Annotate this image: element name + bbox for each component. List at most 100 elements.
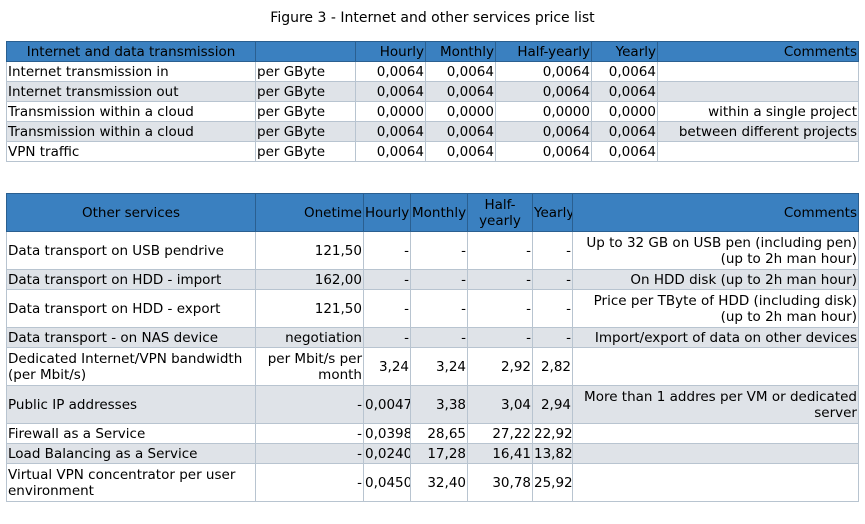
price-cell: 162,00 — [255, 269, 364, 290]
table-row: Data transport on USB pendrive 121,50 - … — [6, 231, 859, 270]
price-cell: 0,0064 — [425, 121, 496, 142]
price-cell: 0,0064 — [355, 141, 426, 162]
price-cell: - — [410, 269, 468, 290]
price-cell: 2,82 — [532, 347, 573, 386]
price-cell: 17,28 — [410, 443, 468, 464]
price-cell: 2,94 — [532, 385, 573, 424]
price-cell: 0,0000 — [495, 101, 592, 122]
table-row: Data transport on HDD - import 162,00 - … — [6, 269, 859, 290]
service-name-cell: Internet transmission out — [6, 81, 256, 102]
unit-cell: per GByte — [255, 121, 356, 142]
table-row: Transmission within a cloud per GByte 0,… — [6, 101, 859, 122]
price-cell: - — [410, 289, 468, 328]
service-name-cell: Data transport on HDD - export — [6, 289, 256, 328]
column-header: Onetime — [255, 193, 364, 232]
price-cell: 0,0064 — [495, 121, 592, 142]
price-cell: 0,0064 — [591, 81, 658, 102]
price-cell: 0,0064 — [591, 121, 658, 142]
table-row: Virtual VPN concentrator per user enviro… — [6, 463, 859, 502]
price-cell: 0,0398 — [363, 423, 411, 444]
table-row: Data transport - on NAS device negotiati… — [6, 327, 859, 348]
price-cell: - — [467, 231, 533, 270]
price-cell: 0,0064 — [425, 81, 496, 102]
unit-cell: per GByte — [255, 141, 356, 162]
column-header: Hourly — [363, 193, 411, 232]
comment-cell — [572, 347, 859, 386]
comment-cell — [657, 61, 859, 82]
comment-cell — [657, 141, 859, 162]
table-header-row: Internet and data transmission Hourly Mo… — [6, 41, 859, 62]
price-cell: 3,24 — [363, 347, 411, 386]
price-cell: 3,04 — [467, 385, 533, 424]
comment-cell — [657, 81, 859, 102]
price-cell: - — [532, 289, 573, 328]
comment-cell — [572, 423, 859, 444]
price-cell: - — [467, 289, 533, 328]
price-cell: 0,0000 — [591, 101, 658, 122]
service-name-cell: Load Balancing as a Service — [6, 443, 256, 464]
table-row: Transmission within a cloud per GByte 0,… — [6, 121, 859, 142]
price-cell: per Mbit/s per month — [255, 347, 364, 386]
price-cell: 121,50 — [255, 289, 364, 328]
price-cell: 0,0064 — [495, 81, 592, 102]
column-header: Internet and data transmission — [6, 41, 256, 62]
column-header: Yearly — [532, 193, 573, 232]
price-cell: - — [363, 289, 411, 328]
column-header: Comments — [572, 193, 859, 232]
price-cell: 3,24 — [410, 347, 468, 386]
column-header: Half-yearly — [495, 41, 592, 62]
price-cell: 30,78 — [467, 463, 533, 502]
service-name-cell: VPN traffic — [6, 141, 256, 162]
price-cell: 3,38 — [410, 385, 468, 424]
comment-cell: On HDD disk (up to 2h man hour) — [572, 269, 859, 290]
comment-cell — [572, 463, 859, 502]
price-cell: 0,0064 — [425, 141, 496, 162]
unit-cell: per GByte — [255, 81, 356, 102]
comment-cell: More than 1 addres per VM or dedicated s… — [572, 385, 859, 424]
price-cell: 13,82 — [532, 443, 573, 464]
column-header: Comments — [657, 41, 859, 62]
comment-cell: Price per TByte of HDD (including disk) … — [572, 289, 859, 328]
price-cell: 16,41 — [467, 443, 533, 464]
service-name-cell: Internet transmission in — [6, 61, 256, 82]
price-cell: - — [532, 327, 573, 348]
column-header — [255, 41, 356, 62]
price-cell: 0,0000 — [425, 101, 496, 122]
price-cell: - — [255, 463, 364, 502]
price-cell: - — [532, 231, 573, 270]
price-cell: 0,0450 — [363, 463, 411, 502]
price-cell: 28,65 — [410, 423, 468, 444]
service-name-cell: Virtual VPN concentrator per user enviro… — [6, 463, 256, 502]
price-cell: - — [467, 327, 533, 348]
internet-price-table: Internet and data transmission Hourly Mo… — [6, 41, 859, 162]
price-cell: - — [363, 269, 411, 290]
table-row: Load Balancing as a Service - 0,0240 17,… — [6, 443, 859, 464]
price-cell: 0,0064 — [355, 121, 426, 142]
service-name-cell: Data transport on HDD - import — [6, 269, 256, 290]
price-cell: 27,22 — [467, 423, 533, 444]
price-cell: 25,92 — [532, 463, 573, 502]
price-cell: - — [467, 269, 533, 290]
price-cell: 0,0064 — [495, 61, 592, 82]
service-name-cell: Data transport on USB pendrive — [6, 231, 256, 270]
table-row: Public IP addresses - 0,0047 3,38 3,04 2… — [6, 385, 859, 424]
comment-cell: within a single project — [657, 101, 859, 122]
price-cell: negotiation — [255, 327, 364, 348]
price-cell: 32,40 — [410, 463, 468, 502]
price-cell: 0,0064 — [591, 141, 658, 162]
comment-cell: between different projects — [657, 121, 859, 142]
column-header: Yearly — [591, 41, 658, 62]
unit-cell: per GByte — [255, 101, 356, 122]
comment-cell: Up to 32 GB on USB pen (including pen) (… — [572, 231, 859, 270]
price-cell: - — [255, 423, 364, 444]
column-header: Monthly — [425, 41, 496, 62]
comment-cell — [572, 443, 859, 464]
other-services-price-table: Other services Onetime Hourly Monthly Ha… — [6, 193, 859, 502]
price-cell: 121,50 — [255, 231, 364, 270]
table-header-row: Other services Onetime Hourly Monthly Ha… — [6, 193, 859, 232]
table-row: Internet transmission in per GByte 0,006… — [6, 61, 859, 82]
price-cell: 0,0000 — [355, 101, 426, 122]
column-header: Half-yearly — [467, 193, 533, 232]
price-cell: - — [363, 231, 411, 270]
table-row: Internet transmission out per GByte 0,00… — [6, 81, 859, 102]
